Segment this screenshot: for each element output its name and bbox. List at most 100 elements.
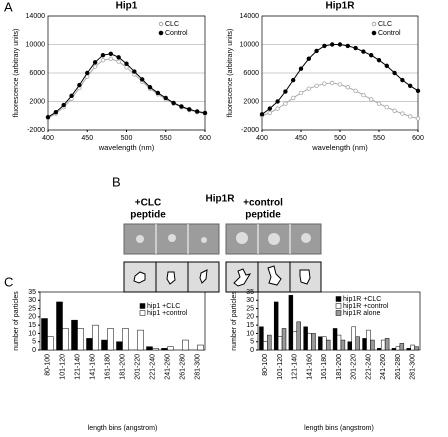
- data-point: [139, 77, 145, 82]
- x-tick-label: 101-120: [59, 354, 66, 380]
- bar: [414, 346, 419, 351]
- bar: [152, 348, 159, 351]
- data-point: [392, 108, 397, 113]
- panel-b-label: peptide: [245, 210, 281, 221]
- x-tick-label: 400: [256, 135, 268, 142]
- legend-label: hip1 +control: [147, 310, 188, 317]
- x-tick-label: 121-140: [74, 354, 81, 380]
- x-tick-label: 141-160: [306, 354, 313, 380]
- x-tick-label: 161-180: [321, 354, 328, 380]
- x-tick-label: 500: [121, 135, 133, 142]
- y-tick-label: 5: [32, 339, 36, 346]
- data-point: [132, 69, 137, 74]
- bar: [41, 318, 48, 351]
- data-point: [314, 83, 319, 89]
- x-tick-label: 201-220: [351, 354, 358, 380]
- x-tick-label: 500: [334, 135, 346, 142]
- data-point: [179, 104, 184, 109]
- chart-title: Hip1R: [326, 1, 356, 12]
- legend-marker: [371, 30, 377, 36]
- data-point: [376, 57, 382, 63]
- data-point: [187, 107, 192, 112]
- y-tick-label: 20: [246, 314, 254, 321]
- y-tick-label: 6000: [243, 70, 259, 77]
- data-point: [298, 90, 304, 96]
- data-point: [53, 109, 59, 115]
- y-axis-label: number of particles: [231, 291, 238, 351]
- data-point: [408, 114, 413, 119]
- panel-label: A: [4, 0, 13, 14]
- bar: [288, 295, 294, 351]
- data-point: [45, 114, 51, 120]
- bar: [146, 346, 153, 351]
- data-point: [322, 43, 327, 49]
- bar: [161, 348, 168, 351]
- x-tick-label: 241-260: [164, 354, 171, 380]
- data-point: [283, 101, 288, 106]
- bar: [107, 328, 114, 351]
- y-tick-label: 14000: [240, 13, 260, 20]
- data-point: [155, 90, 161, 96]
- y-tick-label: 6000: [29, 70, 45, 77]
- y-tick-label: 2000: [243, 98, 259, 105]
- data-point: [330, 80, 335, 86]
- y-tick-label: 30: [246, 297, 254, 304]
- data-point: [369, 52, 374, 58]
- y-tick-label: 0: [250, 347, 254, 354]
- legend-label: Control: [165, 30, 188, 37]
- x-tick-label: 181-200: [336, 354, 343, 380]
- legend-label: hip1R +CLC: [343, 296, 381, 303]
- bar: [77, 328, 84, 351]
- data-point: [202, 110, 208, 116]
- y-tick-label: 35: [246, 289, 254, 296]
- bar: [380, 339, 386, 351]
- bar: [395, 346, 401, 351]
- x-tick-label: 550: [160, 135, 172, 142]
- data-point: [116, 59, 121, 64]
- panel-b-label: peptide: [130, 210, 166, 221]
- data-point: [408, 83, 413, 89]
- bar: [259, 326, 264, 351]
- x-axis-label: wavelength (nm): [311, 143, 368, 152]
- data-point: [92, 60, 98, 65]
- outlines: [123, 261, 322, 293]
- data-point: [171, 100, 176, 106]
- bar: [410, 344, 415, 351]
- data-point: [376, 101, 382, 106]
- y-tick-label: 15: [28, 322, 36, 329]
- legend-marker: [371, 21, 377, 27]
- y-tick-label: 10: [28, 330, 36, 337]
- data-point: [314, 48, 319, 54]
- y-axis-label: fluorescence (arbitrary units): [227, 29, 234, 118]
- x-tick-label: 101-120: [277, 354, 284, 380]
- data-point: [100, 52, 106, 58]
- y-tick-label: 10: [246, 330, 254, 337]
- x-tick-label: 80-100: [262, 354, 269, 376]
- x-tick-label: 181-200: [119, 354, 126, 380]
- legend-swatch: [139, 310, 146, 316]
- x-tick-label: 550: [373, 135, 385, 142]
- bar: [92, 324, 99, 351]
- bar: [347, 341, 353, 351]
- x-tick-label: 281-300: [409, 354, 416, 380]
- legend-swatch: [139, 303, 146, 309]
- panel-b-label: +CLC: [135, 198, 161, 209]
- legend-swatch: [335, 310, 342, 316]
- legend-label: CLC: [165, 21, 179, 28]
- legend-label: Control: [378, 30, 401, 37]
- bar: [137, 329, 144, 351]
- y-tick-label: 35: [28, 289, 36, 296]
- data-point: [194, 109, 200, 114]
- data-point: [330, 42, 335, 47]
- x-tick-label: 600: [412, 135, 424, 142]
- panel-label: B: [112, 174, 121, 189]
- bar: [307, 333, 312, 351]
- x-tick-label: 201-220: [134, 354, 141, 380]
- x-tick-label: 281-300: [194, 354, 201, 380]
- x-tick-label: 261-280: [179, 354, 186, 380]
- bar: [340, 339, 346, 351]
- y-tick-label: 25: [246, 305, 254, 312]
- bar: [292, 331, 298, 351]
- bar: [332, 328, 338, 351]
